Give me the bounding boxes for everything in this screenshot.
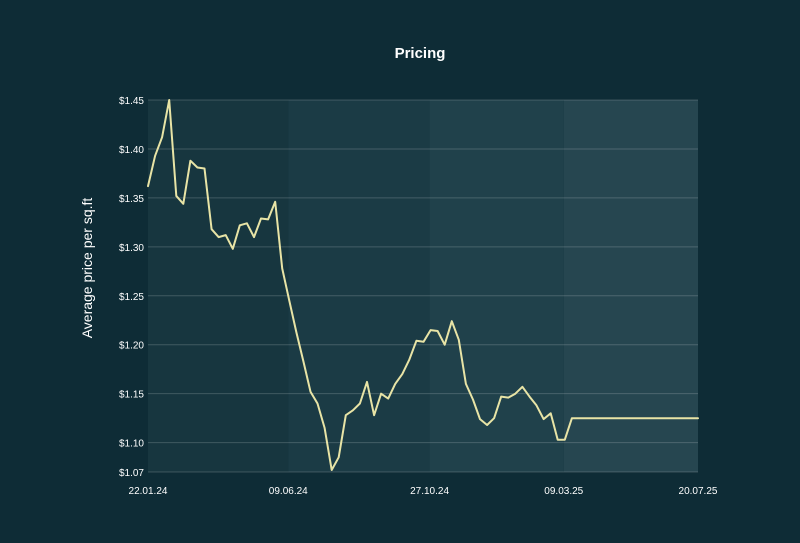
y-tick-label: $1.20 [119,341,144,352]
y-tick-label: $1.35 [119,194,144,205]
series-layer [147,99,699,471]
y-tick-label: $1.25 [119,292,144,303]
background-panel-2 [288,100,430,472]
gridlines [148,99,698,473]
y-tick-label: $1.15 [119,390,144,401]
y-tick-label: $1.10 [119,439,144,450]
x-tick-label: 22.01.24 [129,486,168,497]
x-tick-label: 27.10.24 [410,486,449,497]
chart-title: Pricing [395,45,446,62]
y-tick-label: $1.30 [119,243,144,254]
background-panel-1 [148,100,289,472]
series-line-1 [147,99,699,471]
x-tick-label: 20.07.25 [679,486,718,497]
chart-background-panels [148,100,698,472]
x-tick-label: 09.06.24 [269,486,308,497]
x-tick-label: 09.03.25 [544,486,583,497]
y-axis-label: Average price per sq.ft [79,198,95,339]
y-tick-label: $1.07 [119,468,144,479]
background-panel-4 [563,100,698,472]
y-tick-label: $1.40 [119,145,144,156]
x-tick-labels: 22.01.24 09.06.24 27.10.24 09.03.25 20.07.25 [129,486,718,497]
y-tick-label: $1.45 [119,96,144,107]
background-panel-3 [429,100,564,472]
y-tick-labels: $1.07 $1.10 $1.15 $1.20 $1.25 $1.30 $1.35 $1.40… [119,96,144,479]
